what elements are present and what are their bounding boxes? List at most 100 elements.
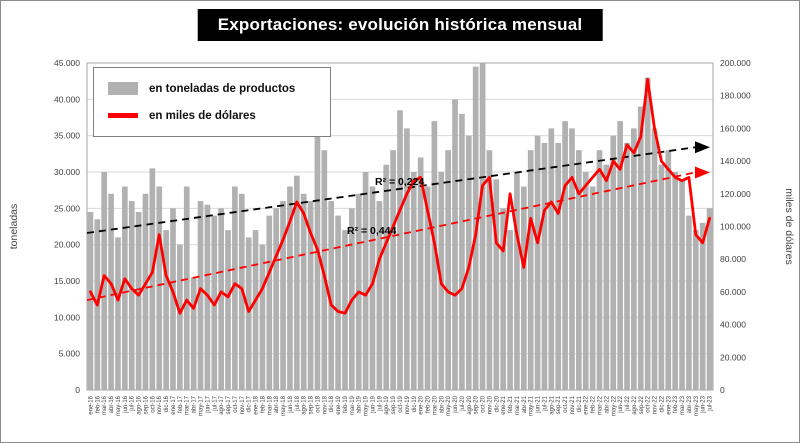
x-tick-label: dic-16 xyxy=(164,395,170,412)
left-tick-label: 5.000 xyxy=(59,349,81,359)
x-tick-label: ene-21 xyxy=(501,395,507,414)
tendencia-toneladas-arrow xyxy=(695,141,710,154)
x-tick-label: mar-16 xyxy=(102,395,108,415)
line-series xyxy=(89,78,711,315)
x-tick-label: feb-21 xyxy=(508,395,514,413)
x-tick-label: ago-22 xyxy=(632,395,638,414)
x-tick-label: sep-21 xyxy=(556,395,562,414)
x-tick-label: nov-22 xyxy=(653,395,659,414)
x-tick-label: may-18 xyxy=(281,395,287,416)
x-tick-label: abr-21 xyxy=(522,395,528,413)
r2-label: R² = 0,224 xyxy=(375,176,424,188)
x-tick-label: ene-22 xyxy=(584,395,590,414)
left-tick-label: 35.000 xyxy=(54,131,80,141)
x-tick-label: ago-20 xyxy=(467,395,473,414)
legend-item-dolares: en miles de dólares xyxy=(108,110,330,122)
x-tick-label: feb-17 xyxy=(178,395,184,413)
x-tick-label: sep-18 xyxy=(309,395,315,414)
chart-title: Exportaciones: evolución histórica mensu… xyxy=(197,9,603,41)
left-tick-label: 0 xyxy=(75,385,80,395)
x-tick-label: may-16 xyxy=(116,395,122,416)
x-tick-label: jul-17 xyxy=(212,395,218,411)
right-tick-label: 80.000 xyxy=(720,254,746,264)
x-tick-label: ene-16 xyxy=(88,395,94,414)
x-tick-label: ene-20 xyxy=(419,395,425,414)
x-tick-label: nov-18 xyxy=(322,395,328,414)
x-tick-label: jun-18 xyxy=(288,395,294,413)
left-tick-label: 45.000 xyxy=(54,58,80,68)
right-axis-title: miles de dólares xyxy=(783,188,795,264)
right-tick-label: 100.000 xyxy=(720,222,751,232)
x-tick-label: nov-21 xyxy=(570,395,576,414)
x-tick-label: sep-17 xyxy=(226,395,232,414)
x-tick-label: jul-19 xyxy=(377,395,383,411)
x-tick-label: nov-20 xyxy=(487,395,493,414)
x-tick-label: oct-19 xyxy=(398,395,404,412)
x-tick-label: may-19 xyxy=(364,395,370,416)
tendencia-toneladas xyxy=(86,146,696,234)
x-tick-label: abr-17 xyxy=(192,395,198,413)
x-tick-label: jul-16 xyxy=(130,395,136,411)
x-tick-label: may-23 xyxy=(694,395,700,416)
x-tick-label: mar-23 xyxy=(680,395,686,415)
x-tick-label: jul-21 xyxy=(543,395,549,411)
legend-label-dolares: en miles de dólares xyxy=(149,109,256,122)
x-tick-label: jun-20 xyxy=(453,395,459,413)
x-tick-label: sep-22 xyxy=(639,395,645,414)
x-tick-label: jul-23 xyxy=(708,395,714,411)
x-tick-label: dic-17 xyxy=(247,395,253,412)
x-tick-label: may-21 xyxy=(529,395,535,416)
x-tick-label: dic-20 xyxy=(494,395,500,412)
x-tick-label: jun-16 xyxy=(123,395,129,413)
x-tick-label: may-20 xyxy=(446,395,452,416)
x-tick-label: nov-17 xyxy=(240,395,246,414)
left-tick-label: 25.000 xyxy=(54,203,80,213)
x-tick-label: feb-22 xyxy=(591,395,597,413)
x-tick-label: oct-20 xyxy=(481,395,487,412)
x-tick-label: ene-23 xyxy=(666,395,672,414)
x-tick-label: mar-21 xyxy=(515,395,521,415)
legend-item-toneladas: en toneladas de productos xyxy=(108,82,330,96)
x-tick-label: feb-18 xyxy=(260,395,266,413)
x-tick-label: mar-19 xyxy=(350,395,356,415)
x-tick-label: nov-16 xyxy=(157,395,163,414)
x-tick-label: ago-19 xyxy=(384,395,390,414)
line-series-swatch xyxy=(108,113,138,119)
x-tick-label: ene-17 xyxy=(171,395,177,414)
x-tick-label: feb-23 xyxy=(673,395,679,413)
x-tick-label: sep-16 xyxy=(144,395,150,414)
bar-series-swatch xyxy=(108,82,138,96)
x-tick-label: sep-20 xyxy=(474,395,480,414)
x-tick-label: abr-20 xyxy=(439,395,445,413)
x-tick-label: jul-22 xyxy=(625,395,631,411)
x-tick-label: dic-18 xyxy=(329,395,335,412)
x-tick-label: mar-20 xyxy=(432,395,438,415)
x-tick-label: dic-21 xyxy=(577,395,583,412)
left-axis-title: toneladas xyxy=(8,204,20,250)
x-tick-label: mar-18 xyxy=(267,395,273,415)
x-tick-label: jun-22 xyxy=(618,395,624,413)
x-tick-label: oct-16 xyxy=(150,395,156,412)
x-tick-label: jun-23 xyxy=(701,395,707,413)
right-tick-label: 60.000 xyxy=(720,287,746,297)
x-tick-label: may-17 xyxy=(199,395,205,416)
x-tick-label: oct-17 xyxy=(233,395,239,412)
x-tick-label: ene-19 xyxy=(336,395,342,414)
x-tick-label: jun-21 xyxy=(536,395,542,413)
left-tick-label: 10.000 xyxy=(54,312,80,322)
x-tick-label: oct-21 xyxy=(563,395,569,412)
x-tick-label: jun-17 xyxy=(205,395,211,413)
x-tick-label: mar-22 xyxy=(598,395,604,415)
x-tick-label: jul-18 xyxy=(295,395,301,411)
left-tick-label: 30.000 xyxy=(54,167,80,177)
x-tick-label: abr-18 xyxy=(274,395,280,413)
x-tick-label: oct-22 xyxy=(646,395,652,412)
x-tick-label: jul-20 xyxy=(460,395,466,411)
x-tick-label: dic-22 xyxy=(659,395,665,412)
x-tick-label: mar-17 xyxy=(185,395,191,415)
x-tick-label: abr-19 xyxy=(357,395,363,413)
x-tick-label: feb-20 xyxy=(426,395,432,413)
x-tick-label: ago-21 xyxy=(549,395,555,414)
x-tick-label: ene-18 xyxy=(254,395,260,414)
